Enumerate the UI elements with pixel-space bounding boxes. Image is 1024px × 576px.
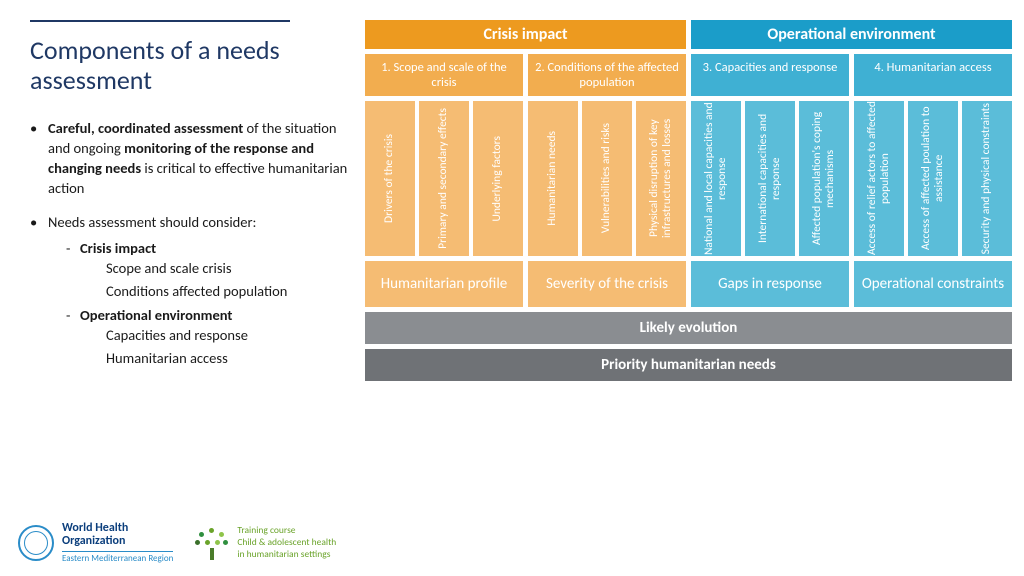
bullet-list: Careful, coordinated assessment of the s… (30, 118, 351, 368)
subheader-3: 3. Capacities and response (691, 54, 849, 96)
vcell: Primary and secondary effects (419, 101, 469, 256)
text: Capacities and response (106, 325, 351, 345)
outcome-2: Severity of the crisis (528, 261, 686, 307)
vcell: Security and physical constraints (962, 101, 1012, 256)
text: Conditions affected population (106, 281, 351, 301)
who-region: Eastern Mediterranean Region (62, 551, 173, 564)
sub-crisis: Crisis impact Scope and scale crisis Con… (66, 238, 351, 301)
vcell: Access of affected poulation to assistan… (908, 101, 958, 256)
bar-priority: Priority humanitarian needs (365, 349, 1012, 381)
subheader-4: 4. Humanitarian access (854, 54, 1012, 96)
vcell: International capacities and response (745, 101, 795, 256)
bar-evolution: Likely evolution (365, 312, 1012, 344)
text: Needs assessment should consider: (48, 213, 256, 231)
text: Crisis impact (80, 239, 156, 257)
vcell: National and local capacities and respon… (691, 101, 741, 256)
header-operational: Operational environment (691, 20, 1012, 49)
text: Scope and scale crisis (106, 258, 351, 278)
bullet-2: Needs assessment should consider: Crisis… (30, 212, 351, 368)
vcell: Underlying factors (473, 101, 523, 256)
vcell: Vulnerabilities and risks (582, 101, 632, 256)
vcell: Humanitarian needs (528, 101, 578, 256)
bullet-1: Careful, coordinated assessment of the s… (30, 118, 351, 198)
vcell: Affected population's coping mechanisms (799, 101, 849, 256)
vcell: Access of relief actors to affected popu… (854, 101, 904, 256)
who-emblem-icon (18, 525, 54, 561)
who-line2: Organization (62, 535, 173, 548)
text: Humanitarian access (106, 348, 351, 368)
text: Operational environment (80, 306, 232, 324)
tree-icon (195, 526, 229, 560)
subheader-2: 2. Conditions of the affected population (528, 54, 686, 96)
course-logo: Training course Child & adolescent healt… (195, 525, 336, 561)
who-line1: World Health (62, 522, 173, 535)
sub-operational: Operational environment Capacities and r… (66, 305, 351, 368)
outcome-4: Operational constraints (854, 261, 1012, 307)
header-crisis: Crisis impact (365, 20, 686, 49)
footer-logos: World Health Organization Eastern Medite… (18, 522, 336, 564)
diagram: Crisis impact Operational environment 1.… (365, 20, 1012, 564)
who-logo: World Health Organization Eastern Medite… (18, 522, 173, 564)
vcell: Physical disruption of key infrastructur… (636, 101, 686, 256)
outcome-3: Gaps in response (691, 261, 849, 307)
text: Careful, coordinated assessment (48, 119, 243, 137)
subheader-1: 1. Scope and scale of the crisis (365, 54, 523, 96)
vcell: Drivers of the crisis (365, 101, 415, 256)
page-title: Components of a needs assessment (30, 36, 351, 96)
title-rule (30, 20, 290, 22)
course-line3: in humanitarian settings (237, 549, 336, 561)
outcome-1: Humanitarian profile (365, 261, 523, 307)
